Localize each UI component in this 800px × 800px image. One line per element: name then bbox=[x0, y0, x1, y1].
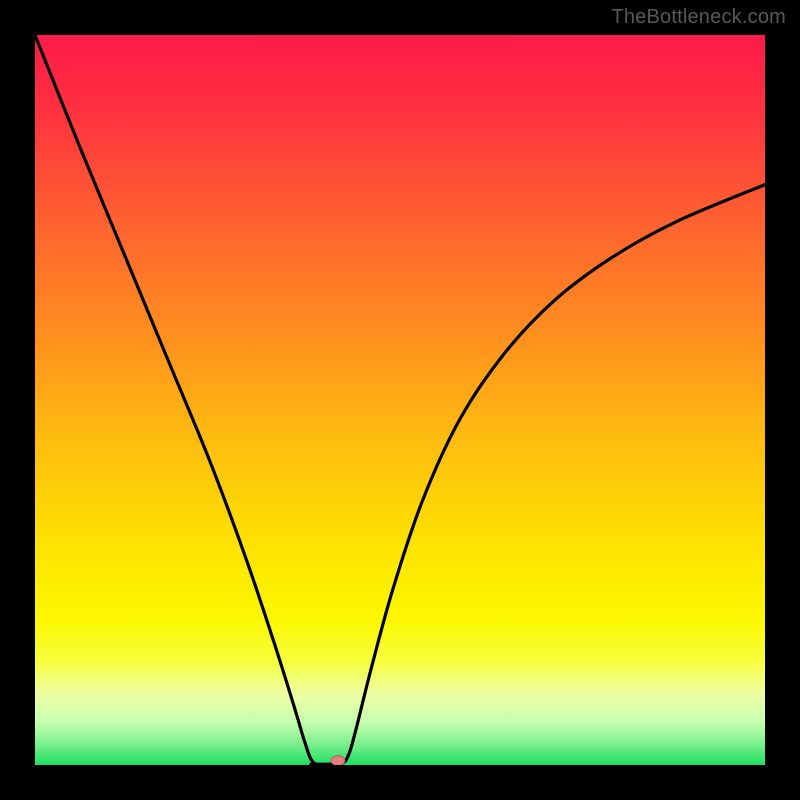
plot-area bbox=[35, 35, 765, 765]
chart-svg bbox=[35, 35, 765, 765]
optimal-marker bbox=[331, 756, 345, 765]
gradient-background bbox=[35, 35, 765, 765]
watermark-text: TheBottleneck.com bbox=[611, 6, 786, 29]
